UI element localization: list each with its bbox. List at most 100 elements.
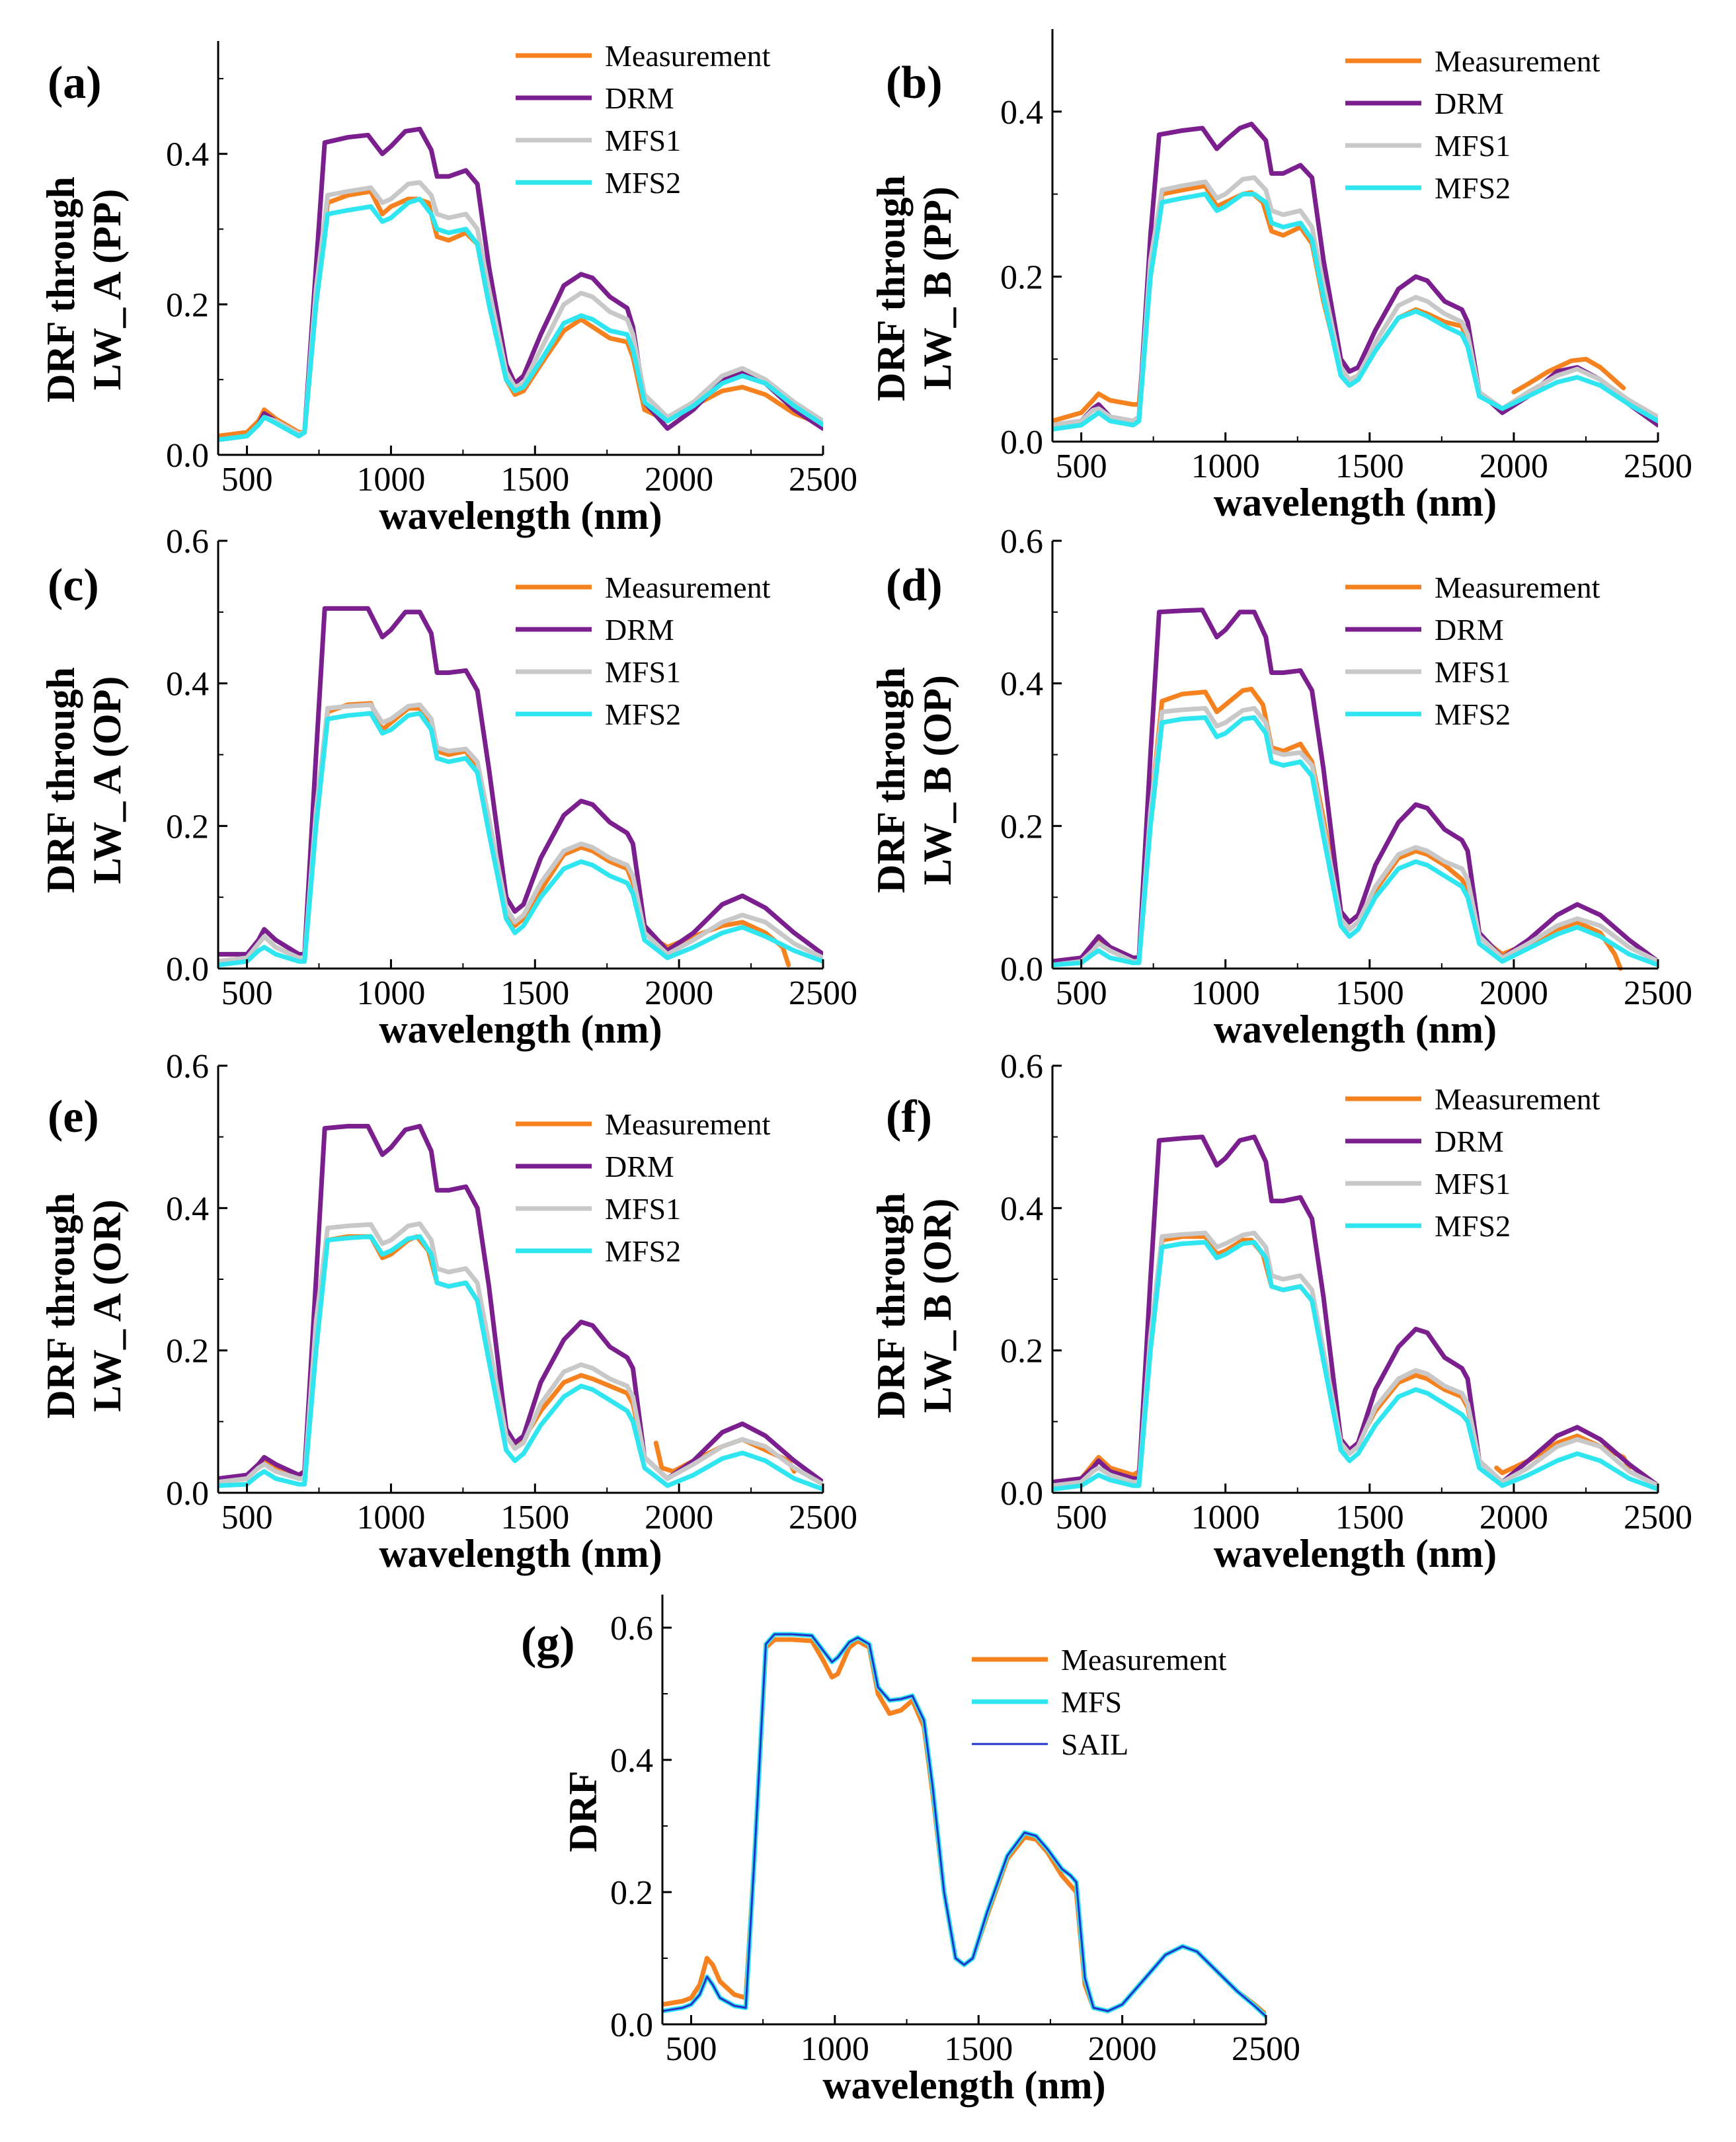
legend-label: Measurement (1061, 1643, 1227, 1677)
y-tick-label: 0.2 (1000, 1333, 1043, 1370)
y-tick-label: 0.6 (166, 523, 209, 561)
y-tick-label: 0.2 (610, 1874, 653, 1912)
x-axis-title: wavelength (nm) (1214, 1532, 1497, 1575)
panel-label: (g) (521, 1618, 575, 1669)
legend-label: MFS1 (1435, 1167, 1511, 1201)
y-tick-label: 0.6 (1000, 523, 1043, 561)
legend-label: MFS1 (605, 124, 681, 157)
x-tick-label: 1500 (1335, 1499, 1404, 1536)
y-axis-title: LW_ A (OR) (85, 1199, 129, 1411)
series-line-mfs2 (218, 1234, 823, 1492)
legend-label: DRM (1435, 613, 1504, 647)
y-tick-label: 0.0 (1000, 951, 1043, 988)
y-tick-label: 0.6 (1000, 1048, 1043, 1086)
x-tick-label: 2000 (645, 974, 713, 1012)
series-line-mfs2 (1052, 192, 1658, 432)
x-tick-label: 1500 (1335, 974, 1404, 1012)
legend-label: MFS2 (605, 1234, 681, 1268)
x-tick-label: 1000 (801, 2030, 869, 2068)
y-tick-label: 0.4 (1000, 94, 1043, 132)
legend-label: SAIL (1061, 1727, 1128, 1761)
legend-label: Measurement (605, 1107, 771, 1141)
y-axis-title: LW_ B (OR) (916, 1199, 959, 1413)
legend-label: MFS1 (605, 655, 681, 689)
x-tick-label: 1000 (1191, 1499, 1260, 1536)
y-axis-title: LW_ B (OP) (916, 675, 959, 885)
legend-label: Measurement (605, 39, 771, 73)
x-tick-label: 2500 (789, 461, 857, 498)
y-tick-label: 0.4 (166, 1190, 209, 1228)
series-line-measurement (1052, 183, 1482, 424)
x-axis-title: wavelength (nm) (1214, 481, 1497, 524)
y-tick-label: 0.4 (166, 666, 209, 703)
legend-label: MFS2 (605, 166, 681, 200)
y-tick-label: 0.4 (610, 1742, 653, 1780)
x-tick-label: 1000 (356, 1499, 425, 1536)
series-line-mfs2 (1052, 715, 1658, 968)
x-tick-label: 1000 (1191, 974, 1260, 1012)
x-tick-label: 2500 (1232, 2030, 1300, 2068)
series-line-mfs2 (218, 711, 823, 968)
x-tick-label: 1500 (944, 2030, 1013, 2068)
y-axis-title: DRF through (869, 1193, 913, 1419)
x-tick-label: 2500 (1624, 1499, 1692, 1536)
x-axis-title: wavelength (nm) (379, 1008, 662, 1051)
x-tick-label: 500 (1056, 974, 1107, 1012)
chart-panel-3: 500 1000 1500 2000 2500 0.0 0.2 0.4 0.6 wavelengt… (869, 523, 1692, 1051)
x-tick-label: 2500 (789, 1499, 857, 1536)
panel-label: (f) (886, 1091, 932, 1142)
y-tick-label: 0.2 (1000, 808, 1043, 846)
x-axis-title: wavelength (nm) (379, 1532, 662, 1575)
x-axis-title: wavelength (nm) (379, 494, 662, 537)
y-tick-label: 0.0 (610, 2006, 653, 2044)
y-axis-title: DRF through (39, 1193, 83, 1419)
x-tick-label: 2500 (789, 974, 857, 1012)
y-tick-label: 0.2 (1000, 258, 1043, 296)
series-line-sail (662, 1633, 1266, 2018)
y-axis-title: LW_ A (PP) (85, 189, 129, 390)
y-tick-label: 0.0 (1000, 424, 1043, 461)
legend-label: MFS2 (1435, 697, 1511, 731)
y-axis-title: DRF through (39, 177, 83, 403)
x-tick-label: 500 (221, 974, 273, 1012)
y-axis-title: LW_ A (OP) (85, 676, 129, 885)
chart-panel-0: 500 1000 1500 2000 2500 0.0 0.2 0.4 wavelength (… (39, 39, 857, 537)
x-tick-label: 500 (1056, 1499, 1107, 1536)
legend-label: Measurement (605, 571, 771, 604)
y-tick-label: 0.4 (1000, 666, 1043, 703)
y-axis-title: DRF through (869, 667, 913, 893)
y-tick-label: 0.4 (1000, 1190, 1043, 1228)
y-axis-title: DRF through (869, 175, 913, 401)
x-axis-title: wavelength (nm) (822, 2063, 1105, 2107)
y-tick-label: 0.0 (166, 951, 209, 988)
x-tick-label: 500 (221, 1499, 273, 1536)
series-line-mfs (662, 1632, 1266, 2019)
x-tick-label: 1500 (1335, 448, 1404, 485)
legend-label: DRM (605, 81, 674, 115)
series-line-measurement (662, 1637, 1266, 2017)
x-tick-label: 2000 (645, 461, 713, 498)
chart-panel-4: 500 1000 1500 2000 2500 0.0 0.2 0.4 0.6 wavelengt… (39, 1048, 857, 1575)
legend-label: MFS (1061, 1685, 1122, 1719)
series-line-measurement (1052, 686, 1623, 971)
legend-label: MFS2 (1435, 171, 1511, 205)
y-axis-title: LW_ B (PP) (916, 186, 959, 390)
chart-panel-6: 500 1000 1500 2000 2500 0.0 0.2 0.4 0.6 wavelengt… (521, 1595, 1300, 2107)
legend-label: DRM (1435, 1125, 1504, 1158)
y-axis-title: DRF through (39, 667, 83, 893)
x-tick-label: 1500 (500, 974, 569, 1012)
x-axis-title: wavelength (nm) (1214, 1008, 1497, 1051)
series-line-measurement (1511, 356, 1626, 395)
y-tick-label: 0.0 (1000, 1475, 1043, 1513)
x-tick-label: 2000 (1088, 2030, 1157, 2068)
panel-label: (a) (48, 58, 102, 108)
y-tick-label: 0.6 (166, 1048, 209, 1086)
panel-label: (e) (48, 1091, 99, 1142)
x-tick-label: 2000 (1480, 1499, 1548, 1536)
x-tick-label: 1000 (356, 461, 425, 498)
series-line-measurement (1052, 1234, 1482, 1485)
chart-panel-5: 500 1000 1500 2000 2500 0.0 0.2 0.4 0.6 wavelengt… (869, 1048, 1692, 1575)
y-tick-label: 0.2 (166, 286, 209, 324)
x-tick-label: 500 (221, 461, 273, 498)
